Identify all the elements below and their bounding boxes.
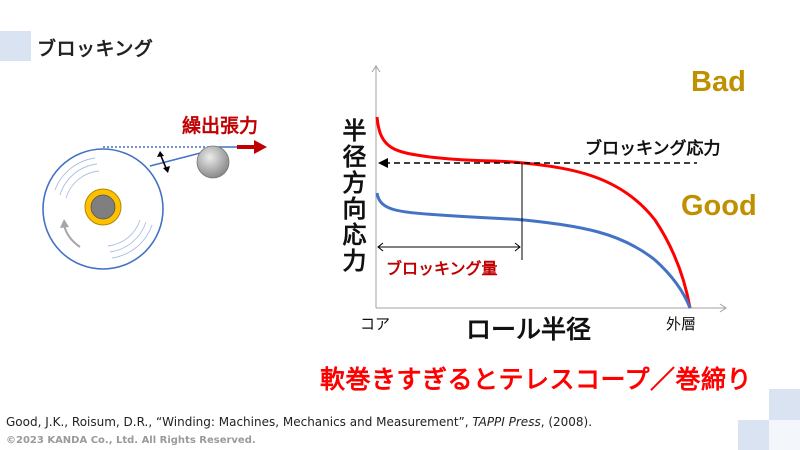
blocking-amount-label: ブロッキング量 <box>386 259 498 278</box>
chart-axes <box>371 65 727 313</box>
conclusion-text: 軟巻きすぎるとテレスコープ／巻締り <box>320 365 753 394</box>
deco-square <box>769 389 800 420</box>
x-axis-label: ロール半径 <box>466 315 592 344</box>
slide-title: ブロッキング <box>37 38 154 60</box>
x-tick-outer: 外層 <box>666 315 697 333</box>
arrow-left-icon <box>378 158 388 168</box>
good-label: Good <box>681 190 757 222</box>
y-axis-label: 半径方向応力 <box>338 118 366 274</box>
reference-prefix: Good, J.K., Roisum, D.R., “Winding: Mach… <box>6 415 473 429</box>
copyright: ©2023 KANDA Co., Ltd. All Rights Reserve… <box>6 435 256 446</box>
deco-square <box>738 420 769 450</box>
tension-label: 繰出張力 <box>182 115 259 137</box>
reference-citation: Good, J.K., Roisum, D.R., “Winding: Mach… <box>6 415 592 429</box>
reference-journal: TAPPI Press <box>472 415 541 429</box>
roll-illustration <box>42 140 267 270</box>
title-accent-square <box>0 31 31 61</box>
good-curve <box>375 192 692 309</box>
bad-label: Bad <box>691 66 746 98</box>
x-tick-core: コア <box>360 315 391 333</box>
blocking-stress-label: ブロッキング応力 <box>585 139 721 159</box>
deco-square <box>769 420 800 450</box>
reference-suffix: , (2008). <box>540 415 593 429</box>
